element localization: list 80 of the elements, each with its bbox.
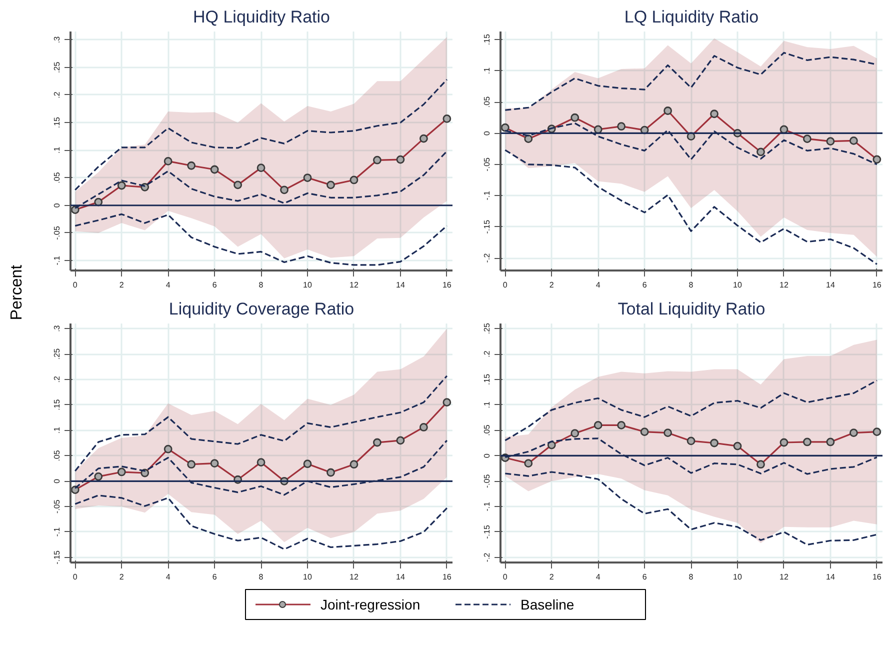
y-tick-label: .15 [482, 34, 492, 46]
x-tick-label: 0 [72, 572, 78, 582]
x-tick-label: 0 [502, 280, 508, 290]
y-tick-label: .1 [52, 426, 62, 434]
y-tick-label: -.05 [52, 226, 62, 240]
x-tick-label: 6 [642, 572, 648, 582]
chart-title: LQ Liquidity Ratio [624, 8, 759, 26]
y-tick-label: -.05 [52, 499, 62, 514]
y-tick-label: 0 [52, 478, 62, 484]
x-tick-label: 4 [596, 572, 601, 582]
x-tick-label: 4 [166, 280, 171, 290]
x-tick-label: 16 [872, 572, 882, 582]
chart-title: Total Liquidity Ratio [618, 300, 766, 318]
x-tick-label: 6 [212, 572, 218, 582]
x-tick-label: 10 [303, 572, 313, 582]
y-tick-label: .1 [482, 400, 492, 408]
x-tick-label: 12 [350, 572, 359, 582]
x-tick-label: 14 [396, 572, 406, 582]
chart-title: Liquidity Coverage Ratio [168, 300, 354, 318]
x-tick-label: 16 [442, 572, 452, 582]
legend-label: Baseline [520, 596, 574, 612]
x-tick-label: 6 [212, 280, 218, 290]
y-tick-label: -.15 [482, 524, 492, 539]
x-tick-label: 2 [119, 572, 124, 582]
y-tick-label: -.1 [52, 526, 62, 537]
chart-title: HQ Liquidity Ratio [193, 8, 330, 26]
y-tick-label: 0 [482, 130, 492, 136]
x-tick-label: 6 [642, 280, 648, 290]
y-tick-label: -.1 [52, 255, 62, 266]
y-tick-label: 0 [482, 452, 492, 458]
x-tick-label: 8 [258, 280, 264, 290]
x-tick-label: 2 [549, 280, 554, 290]
y-tick-label: .15 [52, 116, 62, 128]
y-tick-label: -.05 [482, 156, 492, 172]
x-tick-label: 10 [303, 280, 313, 290]
y-tick-label: .25 [482, 322, 492, 334]
y-tick-label: -.05 [482, 474, 492, 488]
x-tick-label: 14 [826, 280, 836, 290]
x-tick-label: 10 [733, 572, 743, 582]
y-tick-label: .25 [52, 348, 62, 360]
x-tick-label: 10 [733, 280, 743, 290]
x-tick-label: 8 [258, 572, 264, 582]
y-tick-label: .1 [52, 146, 62, 154]
y-tick-label: 0 [52, 202, 62, 208]
legend-label: Joint-regression [320, 596, 420, 612]
x-tick-label: 0 [502, 572, 508, 582]
x-tick-label: 16 [872, 280, 882, 290]
y-tick-label: .05 [482, 96, 492, 108]
y-tick-label: -.15 [52, 550, 62, 564]
y-tick-label: .2 [52, 376, 62, 383]
x-tick-label: 8 [688, 572, 694, 582]
x-tick-label: 4 [166, 572, 171, 582]
x-tick-label: 8 [688, 280, 694, 290]
y-axis-title: Percent [8, 264, 26, 320]
x-tick-label: 14 [826, 572, 836, 582]
y-tick-label: .15 [482, 373, 492, 385]
y-tick-label: .3 [52, 36, 62, 44]
y-tick-label: .1 [482, 66, 492, 74]
y-tick-label: .2 [482, 350, 492, 358]
x-tick-label: 16 [442, 280, 452, 290]
x-tick-label: 2 [549, 572, 554, 582]
y-tick-label: -.1 [482, 190, 492, 200]
y-tick-label: .05 [52, 450, 62, 462]
y-tick-label: .25 [52, 61, 62, 73]
y-tick-label: .15 [52, 398, 62, 410]
x-tick-label: 12 [780, 572, 789, 582]
y-tick-label: -.2 [482, 252, 492, 263]
y-tick-label: -.15 [482, 219, 492, 234]
y-tick-label: .2 [52, 91, 62, 98]
x-tick-label: 2 [119, 280, 124, 290]
y-tick-label: .05 [482, 424, 492, 436]
x-tick-label: 4 [596, 280, 601, 290]
y-tick-label: -.2 [482, 552, 492, 562]
y-tick-label: .3 [52, 324, 62, 332]
x-tick-label: 12 [780, 280, 789, 290]
x-tick-label: 0 [72, 280, 78, 290]
y-tick-label: -.1 [482, 501, 492, 512]
y-tick-label: .05 [52, 172, 62, 184]
x-tick-label: 14 [396, 280, 406, 290]
x-tick-label: 12 [350, 280, 359, 290]
